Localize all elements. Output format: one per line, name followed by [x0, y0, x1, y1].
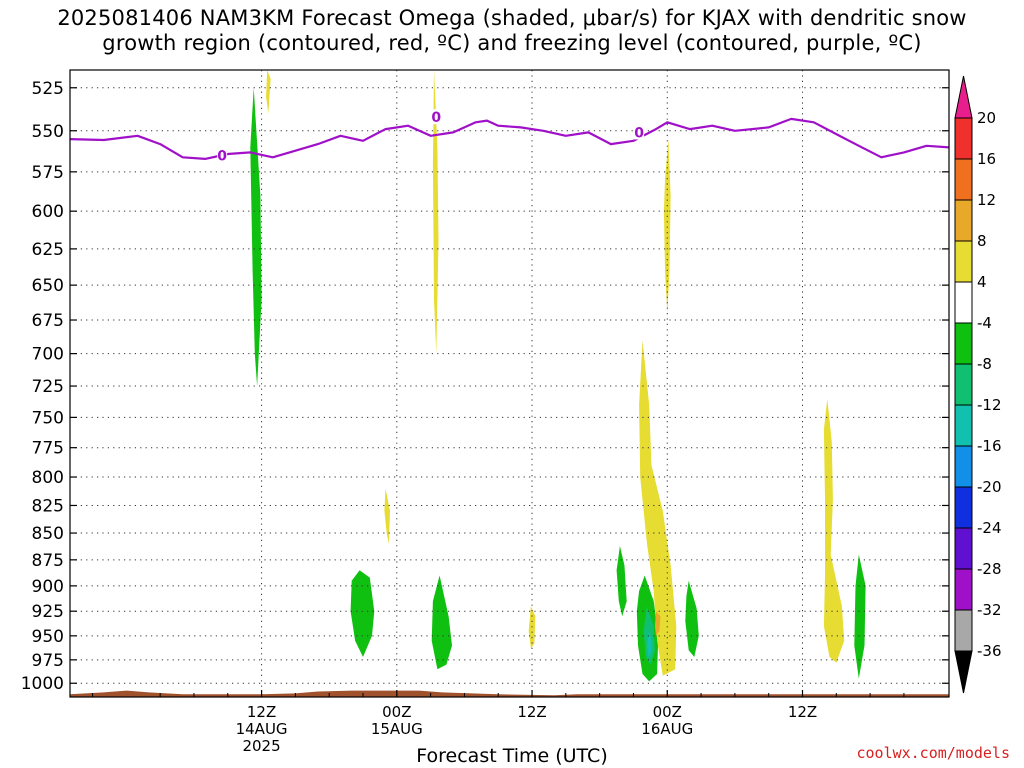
y-tick-label: 825 — [32, 496, 64, 516]
chart-title-line-1: 2025081406 NAM3KM Forecast Omega (shaded… — [57, 6, 967, 30]
colorbar-label: -32 — [977, 601, 1002, 619]
freezing-label-bg — [431, 109, 442, 125]
terrain-fill — [70, 690, 949, 697]
y-tick-label: 625 — [32, 240, 64, 260]
omega-region-3 — [616, 546, 627, 617]
x-tick-label: 14AUG — [236, 720, 288, 738]
grid-lines — [70, 70, 949, 697]
omega-region-11 — [384, 488, 390, 544]
x-tick-label: 2025 — [242, 737, 280, 755]
colorbar-label: -16 — [977, 437, 1002, 455]
terrain-layer — [70, 690, 949, 697]
omega-region-15 — [654, 611, 661, 636]
colorbar-swatch-6 — [954, 322, 973, 365]
y-tick-label: 750 — [32, 408, 64, 428]
colorbar-label: 4 — [977, 273, 987, 291]
x-tick-label: 12Z — [788, 703, 817, 721]
y-tick-label: 975 — [32, 651, 64, 671]
colorbar-swatch-12 — [954, 568, 973, 611]
colorbar-label: -36 — [977, 642, 1002, 660]
colorbar-swatch-11 — [954, 527, 973, 570]
y-tick-label: 600 — [32, 202, 64, 222]
omega-region-1 — [350, 570, 375, 657]
colorbar-label: -28 — [977, 560, 1002, 578]
omega-region-0 — [250, 87, 262, 387]
colorbar-swatch-2 — [954, 158, 973, 201]
chart-title-line-2: growth region (contoured, red, ºC) and f… — [102, 31, 922, 55]
colorbar-label: -12 — [977, 396, 1002, 414]
freezing-level-layer: 0 0 0 — [70, 109, 949, 165]
x-tick-label: 00Z — [382, 703, 411, 721]
x-tick-label: 16AUG — [641, 720, 693, 738]
colorbar-label: -20 — [977, 478, 1002, 496]
y-tick-label: 700 — [32, 345, 64, 365]
y-tick-label: 725 — [32, 377, 64, 397]
freezing-label-bg — [217, 147, 228, 163]
omega-region-8 — [854, 554, 866, 679]
y-tick-label: 850 — [32, 524, 64, 544]
omega-shading-layer — [250, 70, 866, 682]
freezing-label-bg — [634, 124, 645, 140]
colorbar-swatch-1 — [954, 117, 973, 160]
y-tick-label: 525 — [32, 79, 64, 99]
y-tick-label: 950 — [32, 627, 64, 647]
y-tick-label: 875 — [32, 551, 64, 571]
y-tick-label: 925 — [32, 602, 64, 622]
omega-region-14 — [639, 340, 677, 676]
y-tick-label: 1000 — [21, 674, 64, 694]
omega-region-6 — [647, 631, 652, 657]
omega-region-13 — [663, 139, 671, 314]
freezing-level-line — [70, 117, 949, 160]
omega-region-10 — [432, 70, 439, 354]
x-tick-label: 12Z — [517, 703, 546, 721]
colorbar-swatch-4 — [954, 240, 973, 283]
omega-region-9 — [266, 70, 271, 114]
colorbar-label: 20 — [977, 109, 996, 127]
colorbar-label: -4 — [977, 314, 992, 332]
colorbar-swatch-9 — [954, 445, 973, 488]
colorbar-label: 12 — [977, 191, 996, 209]
colorbar-top-arrow — [954, 75, 973, 119]
y-tick-label: 800 — [32, 468, 64, 488]
plot-frame — [69, 69, 950, 698]
colorbar-label: -24 — [977, 519, 1002, 537]
colorbar-label: 8 — [977, 232, 987, 250]
colorbar-label: -8 — [977, 355, 992, 373]
y-tick-label: 675 — [32, 311, 64, 331]
y-tick-label: 900 — [32, 577, 64, 597]
freezing-level-label-0: 0 — [217, 149, 227, 165]
freezing-level-label-2: 0 — [634, 125, 644, 141]
colorbar: 20 16 12 8 4 -4 -8 -12 -16 -20 -24 -28 -32 -36 — [954, 75, 1002, 694]
colorbar-swatch-7 — [954, 363, 973, 406]
colorbar-swatch-5 — [954, 281, 973, 324]
omega-region-2 — [431, 575, 452, 670]
colorbar-label: 16 — [977, 150, 996, 168]
omega-region-7 — [685, 580, 699, 657]
omega-region-16 — [823, 398, 845, 663]
x-tick-label: 12Z — [247, 703, 276, 721]
x-tick-label: 00Z — [653, 703, 682, 721]
colorbar-swatch-3 — [954, 199, 973, 242]
y-tick-label: 575 — [32, 163, 64, 183]
y-tick-label: 550 — [32, 122, 64, 142]
y-tick-label: 775 — [32, 439, 64, 459]
y-tick-label: 650 — [32, 276, 64, 296]
site-credit: coolwx.com/models — [856, 744, 1010, 762]
colorbar-bottom-arrow — [954, 650, 973, 694]
colorbar-swatch-8 — [954, 404, 973, 447]
y-axis-ticks: 525 550 575 600 625 650 675 700 725 750 775 800 825 8… — [21, 79, 949, 694]
colorbar-swatch-13 — [954, 609, 973, 652]
x-tick-label: 15AUG — [371, 720, 423, 738]
colorbar-swatch-10 — [954, 486, 973, 529]
x-axis-label: Forecast Time (UTC) — [416, 745, 608, 767]
freezing-level-label-1: 0 — [431, 110, 441, 126]
